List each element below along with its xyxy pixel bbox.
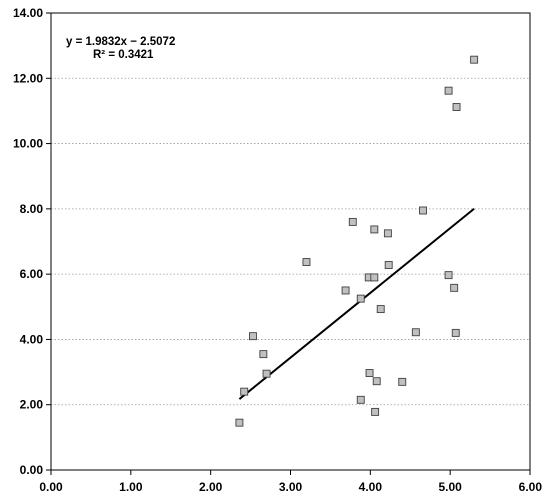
y-tick-label: 8.00	[20, 202, 44, 216]
r-squared-label: R² = 0.3421	[93, 49, 154, 61]
data-point	[376, 305, 385, 314]
data-point	[259, 350, 268, 359]
data-point	[240, 387, 249, 396]
data-point	[249, 332, 257, 341]
trendline-group	[238, 207, 475, 400]
data-point	[419, 206, 427, 215]
y-tick-label: 14.00	[13, 6, 43, 20]
data-point	[452, 103, 461, 111]
data-point	[262, 369, 271, 378]
y-tick-label: 6.00	[20, 267, 44, 281]
x-tick-label: 2.00	[199, 480, 223, 494]
axis-ticks: 0.00 2.00 4.00 6.00 8.00 10.00 12.00 14.00 0.00 1…	[13, 6, 542, 494]
y-tick-label: 10.00	[13, 137, 43, 151]
data-points	[235, 55, 479, 427]
x-tick-label: 3.00	[279, 480, 303, 494]
gridlines	[51, 77, 530, 406]
data-point	[235, 418, 244, 427]
data-point	[372, 377, 381, 386]
data-point	[398, 377, 407, 386]
trendline-equation: y = 1.9832x − 2.5072	[66, 36, 175, 48]
x-tick-label: 1.00	[119, 480, 143, 494]
data-point	[383, 229, 392, 238]
data-point	[470, 55, 479, 64]
y-tick-label: 12.00	[13, 71, 43, 85]
data-point	[411, 328, 420, 337]
data-point	[356, 395, 365, 404]
x-tick-label: 4.00	[359, 480, 383, 494]
x-tick-label: 5.00	[438, 480, 462, 494]
data-point	[370, 273, 379, 282]
data-point	[348, 217, 357, 226]
data-point	[371, 407, 380, 416]
data-point	[444, 86, 453, 95]
y-tick-label: 4.00	[20, 332, 44, 346]
data-point	[341, 286, 350, 295]
plot-area	[50, 12, 531, 471]
data-point	[365, 369, 374, 378]
y-tick-label: 2.00	[20, 398, 44, 412]
x-tick-label: 6.00	[519, 480, 543, 494]
y-tick-label: 0.00	[20, 463, 44, 477]
data-point	[444, 271, 453, 280]
data-point	[302, 258, 311, 267]
data-point	[356, 294, 365, 303]
data-point	[451, 328, 460, 337]
data-point	[450, 283, 459, 292]
data-point	[370, 225, 379, 234]
data-point	[384, 261, 393, 269]
x-tick-label: 0.00	[39, 480, 63, 494]
trendline	[238, 207, 475, 400]
